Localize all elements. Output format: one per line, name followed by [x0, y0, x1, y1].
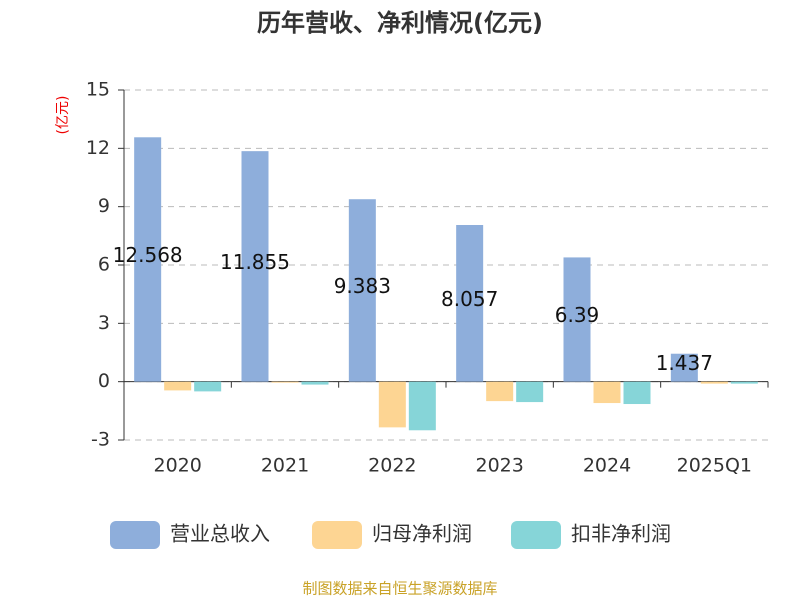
y-tick-label: 6	[98, 254, 110, 276]
legend-label: 扣非净利润	[571, 522, 671, 546]
x-tick-label: 2022	[368, 455, 416, 477]
x-tick-label: 2020	[153, 455, 201, 477]
x-tick-label: 2023	[475, 455, 523, 477]
y-tick-label: 15	[86, 79, 110, 101]
bar	[408, 381, 436, 431]
bar	[486, 381, 514, 402]
bar	[730, 381, 758, 384]
x-tick-label: 2025Q1	[677, 455, 752, 477]
bar	[670, 353, 698, 382]
bar	[164, 381, 192, 391]
bar	[241, 151, 269, 382]
legend-swatch	[312, 521, 362, 549]
bar	[563, 257, 591, 382]
source-note: 制图数据来自恒生聚源数据库	[302, 580, 497, 598]
data-label: 1.437	[656, 351, 713, 375]
data-label: 6.39	[555, 303, 600, 327]
data-label: 12.568	[113, 243, 183, 267]
data-label: 11.855	[220, 250, 290, 274]
bar	[700, 381, 728, 384]
bar	[593, 381, 621, 404]
bar	[623, 381, 651, 405]
y-tick-label: 0	[98, 370, 110, 392]
legend-swatch	[511, 521, 561, 549]
bar	[516, 381, 544, 403]
bar	[348, 199, 376, 382]
y-tick-label: -3	[91, 429, 110, 451]
data-label: 8.057	[441, 287, 498, 311]
legend-label: 归母净利润	[372, 522, 472, 546]
bar	[378, 381, 406, 428]
bar	[134, 137, 162, 382]
legend-swatch	[110, 521, 160, 549]
bar	[456, 225, 484, 382]
data-label: 9.383	[334, 274, 391, 298]
x-tick-label: 2021	[261, 455, 309, 477]
bar	[301, 381, 329, 385]
y-tick-label: 3	[98, 312, 110, 334]
y-axis-label: (亿元)	[55, 96, 71, 135]
bar	[194, 381, 222, 392]
bar	[271, 381, 299, 383]
chart-title: 历年营收、净利情况(亿元)	[257, 9, 543, 37]
y-tick-label: 12	[86, 137, 110, 159]
x-tick-label: 2024	[583, 455, 631, 477]
legend-label: 营业总收入	[170, 522, 270, 546]
y-tick-label: 9	[98, 195, 110, 217]
